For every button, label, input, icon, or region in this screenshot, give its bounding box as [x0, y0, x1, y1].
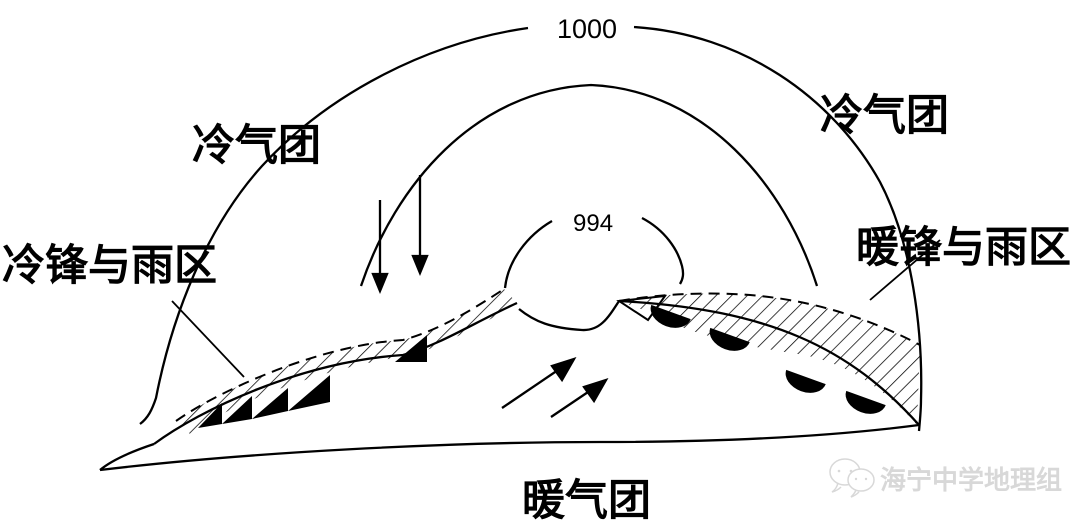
- svg-text:冷气团: 冷气团: [192, 122, 321, 170]
- svg-text:海宁中学地理组: 海宁中学地理组: [880, 465, 1062, 495]
- svg-text:1000: 1000: [557, 14, 617, 44]
- svg-text:暖气团: 暖气团: [522, 477, 651, 525]
- svg-text:暖锋与雨区: 暖锋与雨区: [856, 224, 1071, 272]
- svg-text:994: 994: [573, 210, 613, 237]
- svg-text:冷锋与雨区: 冷锋与雨区: [2, 242, 217, 290]
- svg-text:冷气团: 冷气团: [820, 92, 949, 140]
